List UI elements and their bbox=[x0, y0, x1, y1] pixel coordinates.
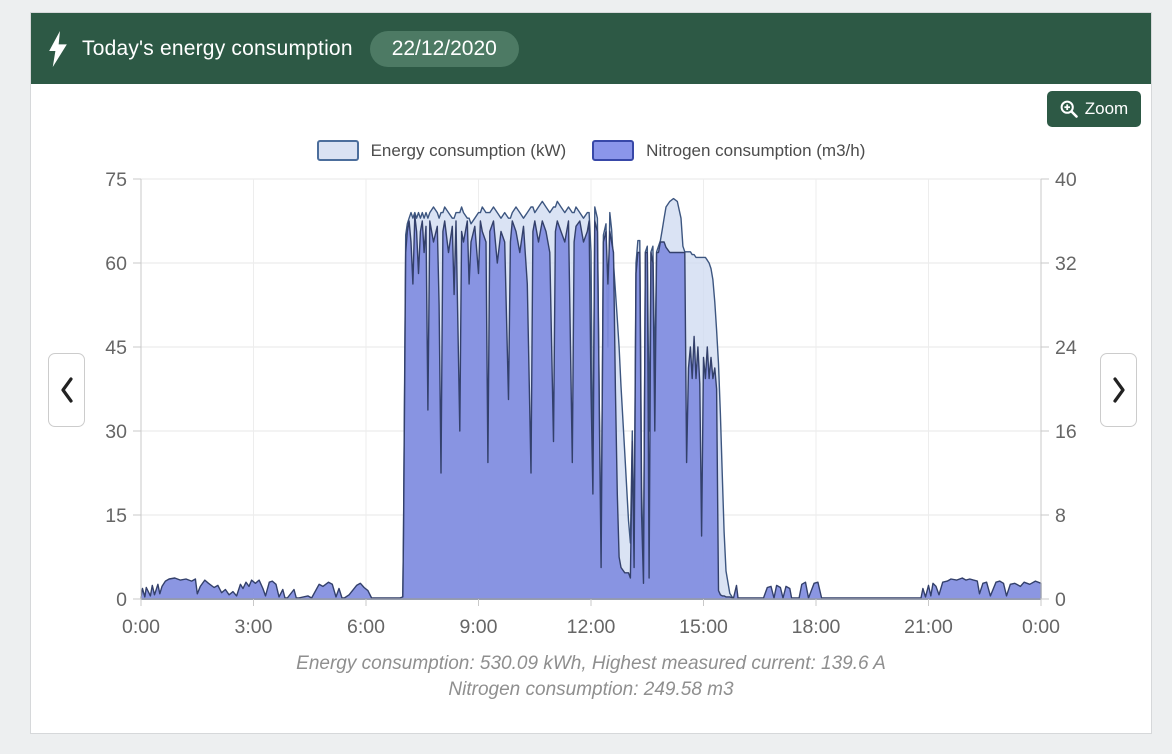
caption-nitrogen-summary: Nitrogen consumption: 249.58 m3 bbox=[448, 679, 734, 700]
zoom-button[interactable]: Zoom bbox=[1047, 91, 1141, 127]
right-axis-tick-label: 8 bbox=[1055, 505, 1066, 527]
x-axis-tick-label: 0:00 bbox=[122, 616, 160, 638]
right-axis-tick-label: 16 bbox=[1055, 421, 1077, 443]
next-day-button[interactable] bbox=[1100, 353, 1137, 427]
left-axis-tick-label: 30 bbox=[105, 421, 127, 443]
right-axis-tick-label: 24 bbox=[1055, 337, 1077, 359]
magnifier-plus-icon bbox=[1060, 100, 1078, 118]
nitrogen-legend-label: Nitrogen consumption (m3/h) bbox=[646, 140, 866, 160]
energy-nitrogen-area-chart[interactable]: 0 15 30 45 60 75 0 8 16 24 32 40 0:00 3:00 6:00 9:00 12:… bbox=[31, 13, 1153, 735]
x-axis-tick-label: 3:00 bbox=[235, 616, 273, 638]
energy-consumption-card: Today's energy consumption 22/12/2020 Zo… bbox=[30, 12, 1152, 734]
energy-swatch-icon bbox=[316, 140, 359, 161]
left-axis-tick-label: 15 bbox=[105, 505, 127, 527]
legend-item-nitrogen[interactable]: Nitrogen consumption (m3/h) bbox=[592, 140, 865, 161]
zoom-button-label: Zoom bbox=[1084, 99, 1129, 118]
previous-day-button[interactable] bbox=[48, 353, 85, 427]
chart-caption: Energy consumption: 530.09 kWh, Highest … bbox=[31, 651, 1151, 703]
x-axis-tick-label: 21:00 bbox=[904, 616, 953, 638]
left-axis-tick-label: 75 bbox=[105, 169, 127, 191]
left-axis-tick-label: 60 bbox=[105, 253, 127, 275]
x-axis-tick-label: 18:00 bbox=[792, 616, 841, 638]
card-header: Today's energy consumption 22/12/2020 bbox=[31, 13, 1151, 84]
left-axis-tick-label: 0 bbox=[116, 589, 127, 611]
right-axis-tick-label: 32 bbox=[1055, 253, 1077, 275]
legend-item-energy[interactable]: Energy consumption (kW) bbox=[316, 140, 567, 161]
right-axis-tick-label: 0 bbox=[1055, 589, 1066, 611]
caption-energy-summary: Energy consumption: 530.09 kWh, Highest … bbox=[296, 653, 886, 674]
right-axis-tick-label: 40 bbox=[1055, 169, 1077, 191]
x-axis-tick-label: 12:00 bbox=[567, 616, 616, 638]
date-badge: 22/12/2020 bbox=[369, 30, 519, 67]
energy-legend-label: Energy consumption (kW) bbox=[370, 140, 567, 160]
x-axis-tick-label: 0:00 bbox=[1022, 616, 1060, 638]
nitrogen-swatch-icon bbox=[592, 140, 635, 161]
chevron-right-icon bbox=[1112, 377, 1125, 403]
series-2 bbox=[140, 215, 1042, 600]
chevron-left-icon bbox=[60, 377, 73, 403]
card-title: Today's energy consumption bbox=[82, 36, 353, 60]
chart-legend: Energy consumption (kW) Nitrogen consump… bbox=[31, 140, 1151, 161]
left-axis-tick-label: 45 bbox=[105, 337, 127, 359]
x-axis-tick-label: 6:00 bbox=[347, 616, 385, 638]
lightning-icon bbox=[49, 30, 67, 67]
x-axis-tick-label: 15:00 bbox=[679, 616, 728, 638]
x-axis-tick-label: 9:00 bbox=[460, 616, 498, 638]
